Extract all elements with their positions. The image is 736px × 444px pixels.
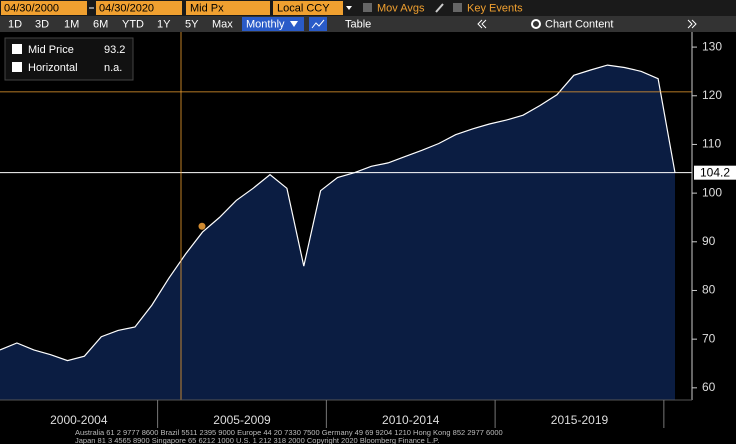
plot: 60 70 80 90 100 110 120 130 104.2 2000-2004 2005-2… xyxy=(0,32,736,428)
y-tick-label: 100 xyxy=(702,185,722,199)
x-tick-label: 2000-2004 xyxy=(50,413,108,427)
footer: Japan 81 3 4565 8900 Singapore 65 6212 1… xyxy=(75,436,439,444)
x-tick-label: 2015-2019 xyxy=(551,413,609,427)
y-tick-label: 120 xyxy=(702,88,722,102)
currency-select[interactable] xyxy=(273,1,343,15)
table-button[interactable]: Table xyxy=(345,18,371,30)
toolbar-row xyxy=(0,16,736,32)
dropdown-arrow[interactable] xyxy=(290,21,298,27)
y-tick-label: 110 xyxy=(702,137,721,151)
expand-icon[interactable] xyxy=(691,19,697,29)
y-tick-label: 90 xyxy=(702,234,716,248)
legend-swatch xyxy=(12,44,22,54)
value-badge xyxy=(694,165,736,180)
start-date-field[interactable] xyxy=(1,1,87,15)
cursor-dot xyxy=(198,222,206,230)
y-tick-label: 60 xyxy=(702,380,716,394)
frequency: Monthly xyxy=(246,18,285,30)
start-date: 04/30/2000 xyxy=(4,2,59,14)
pencil-icon[interactable] xyxy=(435,3,444,13)
end-date: 04/30/2020 xyxy=(99,2,154,14)
legend-value: 93.2 xyxy=(104,44,125,56)
key-events[interactable]: Key Events xyxy=(467,2,523,14)
legend xyxy=(4,37,134,81)
chart-icon[interactable] xyxy=(309,17,327,31)
checkbox[interactable] xyxy=(363,3,372,12)
value-badge-label: 104.2 xyxy=(700,165,730,179)
collapse-icon[interactable] xyxy=(477,19,483,29)
mov-avgs[interactable]: Mov Avgs xyxy=(377,2,425,14)
checkbox[interactable] xyxy=(453,3,462,12)
chart-icon-line xyxy=(311,19,325,29)
range-button[interactable]: Max xyxy=(212,18,233,30)
range-button[interactable]: 6M xyxy=(93,18,108,30)
collapse-icon[interactable] xyxy=(481,19,487,29)
x-tick-label: 2010-2014 xyxy=(382,413,440,427)
legend-swatch xyxy=(12,62,22,72)
footer: Australia 61 2 9777 8600 Brazil 5511 239… xyxy=(75,428,503,437)
range-buttons: 1D 3D 1M 6M YTD 1Y 5Y Max xyxy=(8,18,233,30)
field-select[interactable] xyxy=(186,1,270,15)
range-button[interactable]: 1M xyxy=(64,18,79,30)
y-tick-label: 70 xyxy=(702,331,716,345)
range-button[interactable]: 5Y xyxy=(185,18,199,30)
frequency-select[interactable] xyxy=(242,17,304,31)
expand-icon[interactable] xyxy=(687,19,693,29)
gear-icon[interactable] xyxy=(531,19,541,29)
range-button[interactable]: 1Y xyxy=(157,18,171,30)
end-date-field[interactable] xyxy=(96,1,182,15)
chart-content[interactable]: Chart Content xyxy=(545,18,613,30)
x-tick-label: 2005-2009 xyxy=(213,413,271,427)
legend-label: Horizontal xyxy=(28,62,78,74)
currency: Local CCY xyxy=(277,2,330,14)
y-tick-label: 130 xyxy=(702,39,722,53)
dropdown-arrow[interactable] xyxy=(346,6,352,10)
y-tick-label: 80 xyxy=(702,283,716,297)
field: Mid Px xyxy=(190,2,224,14)
range-button[interactable]: 1D xyxy=(8,18,22,30)
line xyxy=(0,64,676,362)
legend-value: n.a. xyxy=(104,62,122,74)
range-button[interactable]: 3D xyxy=(35,18,49,30)
legend-label: Mid Price xyxy=(28,44,74,56)
range-button[interactable]: YTD xyxy=(122,18,144,30)
area xyxy=(0,65,675,400)
